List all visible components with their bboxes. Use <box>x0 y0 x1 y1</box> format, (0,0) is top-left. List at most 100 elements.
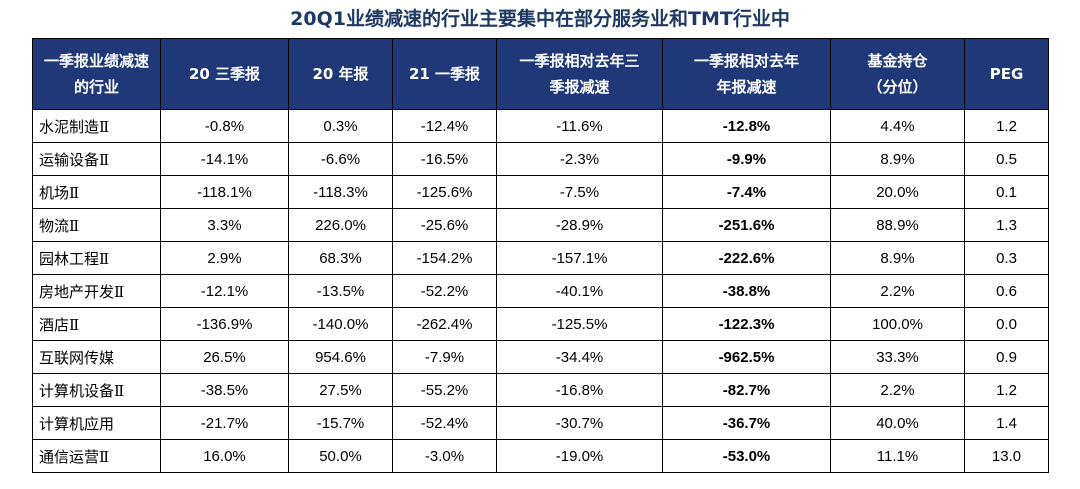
value-cell: 40.0% <box>830 406 965 440</box>
header-line: 一季报相对去年 <box>693 52 799 70</box>
header-20q3: 20 三季报 <box>160 38 289 110</box>
value-cell: 2.2% <box>830 274 965 308</box>
industry-cell: 水泥制造Ⅱ <box>32 109 161 143</box>
header-row: 一季报业绩减速 的行业 20 三季报 20 年报 21 一季报 一季报相对去年三… <box>32 38 1049 110</box>
data-table: 一季报业绩减速 的行业 20 三季报 20 年报 21 一季报 一季报相对去年三… <box>32 38 1049 473</box>
industry-cell: 物流Ⅱ <box>32 208 161 242</box>
value-cell: -125.6% <box>392 175 497 209</box>
value-cell: 13.0 <box>964 439 1049 473</box>
value-cell-highlight: -38.8% <box>662 274 831 308</box>
value-cell-highlight: -962.5% <box>662 340 831 374</box>
value-cell: 0.9 <box>964 340 1049 374</box>
value-cell: 88.9% <box>830 208 965 242</box>
value-cell: -12.1% <box>160 274 289 308</box>
value-cell: -28.9% <box>496 208 663 242</box>
value-cell: 1.3 <box>964 208 1049 242</box>
header-vs-annual: 一季报相对去年 年报减速 <box>662 38 831 110</box>
value-cell-highlight: -53.0% <box>662 439 831 473</box>
value-cell: -55.2% <box>392 373 497 407</box>
header-industry: 一季报业绩减速 的行业 <box>32 38 161 110</box>
value-cell: 100.0% <box>830 307 965 341</box>
header-peg: PEG <box>964 38 1049 110</box>
table-row: 运输设备Ⅱ -14.1% -6.6% -16.5% -2.3% -9.9% 8.… <box>32 142 1049 176</box>
value-cell: -11.6% <box>496 109 663 143</box>
industry-cell: 计算机应用 <box>32 406 161 440</box>
value-cell: 3.3% <box>160 208 289 242</box>
value-cell: -3.0% <box>392 439 497 473</box>
header-line: 的行业 <box>73 78 119 96</box>
value-cell: 0.1 <box>964 175 1049 209</box>
industry-cell: 园林工程Ⅱ <box>32 241 161 275</box>
value-cell: -40.1% <box>496 274 663 308</box>
value-cell: -157.1% <box>496 241 663 275</box>
value-cell: 2.2% <box>830 373 965 407</box>
header-20-annual: 20 年报 <box>288 38 393 110</box>
header-line: 基金持仓 <box>867 52 928 70</box>
header-line: PEG <box>989 65 1024 83</box>
value-cell: 0.3% <box>288 109 393 143</box>
value-cell: -118.1% <box>160 175 289 209</box>
value-cell: 2.9% <box>160 241 289 275</box>
value-cell: -15.7% <box>288 406 393 440</box>
value-cell: 11.1% <box>830 439 965 473</box>
table-row: 机场Ⅱ -118.1% -118.3% -125.6% -7.5% -7.4% … <box>32 175 1049 209</box>
value-cell: 8.9% <box>830 241 965 275</box>
industry-cell: 通信运营Ⅱ <box>32 439 161 473</box>
value-cell: 1.2 <box>964 373 1049 407</box>
value-cell: -7.9% <box>392 340 497 374</box>
value-cell: -2.3% <box>496 142 663 176</box>
value-cell: 954.6% <box>288 340 393 374</box>
value-cell: -154.2% <box>392 241 497 275</box>
value-cell: 0.0 <box>964 307 1049 341</box>
value-cell: -25.6% <box>392 208 497 242</box>
value-cell: 33.3% <box>830 340 965 374</box>
value-cell: -52.2% <box>392 274 497 308</box>
header-line: 季报减速 <box>549 78 610 96</box>
value-cell: -7.5% <box>496 175 663 209</box>
value-cell: -19.0% <box>496 439 663 473</box>
value-cell: 4.4% <box>830 109 965 143</box>
value-cell: 16.0% <box>160 439 289 473</box>
value-cell: -12.4% <box>392 109 497 143</box>
header-line: 21 一季报 <box>408 65 481 83</box>
industry-cell: 互联网传媒 <box>32 340 161 374</box>
value-cell-highlight: -36.7% <box>662 406 831 440</box>
table-row: 计算机设备Ⅱ -38.5% 27.5% -55.2% -16.8% -82.7%… <box>32 373 1049 407</box>
value-cell: -140.0% <box>288 307 393 341</box>
header-line: 一季报相对去年三 <box>519 52 640 70</box>
value-cell-highlight: -12.8% <box>662 109 831 143</box>
value-cell: 226.0% <box>288 208 393 242</box>
table-row: 计算机应用 -21.7% -15.7% -52.4% -30.7% -36.7%… <box>32 406 1049 440</box>
header-21q1: 21 一季报 <box>392 38 497 110</box>
industry-cell: 酒店Ⅱ <box>32 307 161 341</box>
table-row: 互联网传媒 26.5% 954.6% -7.9% -34.4% -962.5% … <box>32 340 1049 374</box>
table-row: 园林工程Ⅱ 2.9% 68.3% -154.2% -157.1% -222.6%… <box>32 241 1049 275</box>
value-cell: -16.8% <box>496 373 663 407</box>
industry-cell: 计算机设备Ⅱ <box>32 373 161 407</box>
value-cell: -125.5% <box>496 307 663 341</box>
table-row: 房地产开发Ⅱ -12.1% -13.5% -52.2% -40.1% -38.8… <box>32 274 1049 308</box>
value-cell: 0.5 <box>964 142 1049 176</box>
value-cell: -136.9% <box>160 307 289 341</box>
value-cell: 0.6 <box>964 274 1049 308</box>
value-cell: 20.0% <box>830 175 965 209</box>
table-title: 20Q1业绩减速的行业主要集中在部分服务业和TMT行业中 <box>290 8 790 30</box>
value-cell-highlight: -82.7% <box>662 373 831 407</box>
header-line: 20 年报 <box>312 65 369 83</box>
value-cell: 1.4 <box>964 406 1049 440</box>
value-cell: -52.4% <box>392 406 497 440</box>
value-cell: -16.5% <box>392 142 497 176</box>
value-cell: -0.8% <box>160 109 289 143</box>
value-cell: 27.5% <box>288 373 393 407</box>
table-row: 物流Ⅱ 3.3% 226.0% -25.6% -28.9% -251.6% 88… <box>32 208 1049 242</box>
table-row: 通信运营Ⅱ 16.0% 50.0% -3.0% -19.0% -53.0% 11… <box>32 439 1049 473</box>
value-cell: 8.9% <box>830 142 965 176</box>
value-cell: -262.4% <box>392 307 497 341</box>
header-vs-q3: 一季报相对去年三 季报减速 <box>496 38 663 110</box>
header-line: 20 三季报 <box>188 65 261 83</box>
industry-cell: 房地产开发Ⅱ <box>32 274 161 308</box>
value-cell-highlight: -251.6% <box>662 208 831 242</box>
header-line: 一季报业绩减速 <box>43 52 149 70</box>
value-cell: -118.3% <box>288 175 393 209</box>
value-cell: -21.7% <box>160 406 289 440</box>
